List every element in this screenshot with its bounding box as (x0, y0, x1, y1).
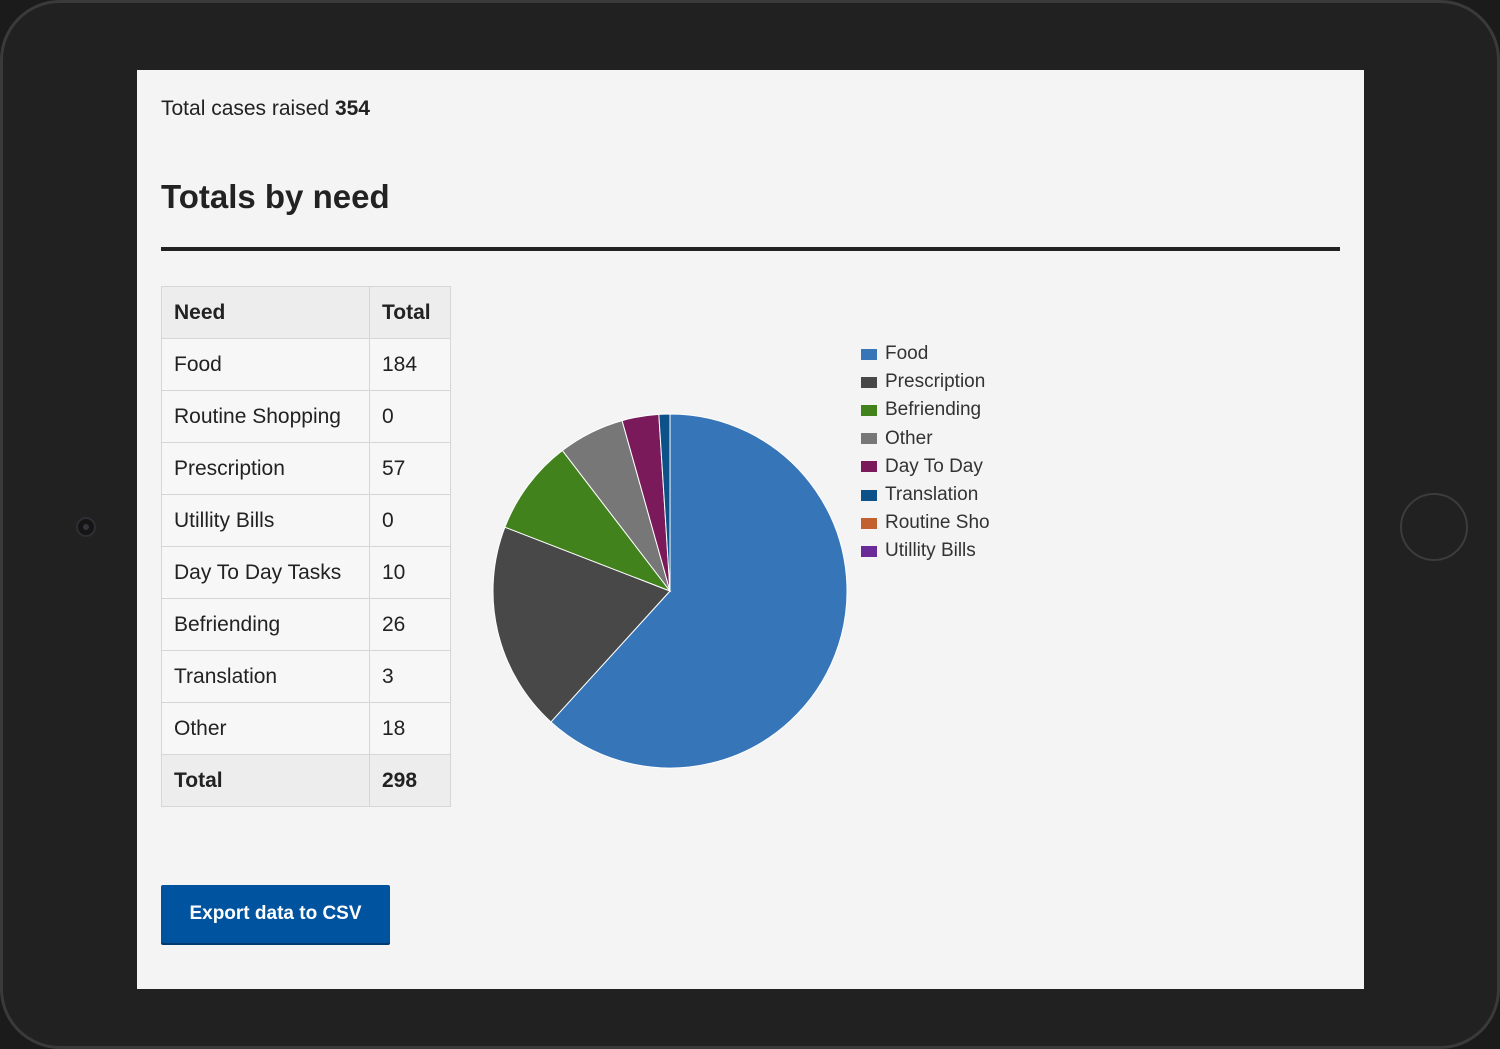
legend-item: Utillity Bills (861, 537, 989, 565)
legend-swatch (861, 376, 877, 388)
total-cell: 57 (369, 442, 451, 495)
total-label-cell: Total (161, 754, 370, 807)
need-cell: Translation (161, 650, 370, 703)
needs-pie-chart (492, 413, 848, 769)
pie-slice-translation (658, 413, 671, 592)
column-header-need: Need (161, 286, 370, 339)
total-cell: 10 (369, 546, 451, 599)
home-button[interactable] (1400, 493, 1468, 561)
pie-slice-prescription (492, 526, 671, 723)
table-total-row: Total 298 (161, 754, 451, 807)
column-header-total: Total (369, 286, 451, 339)
need-cell: Utillity Bills (161, 494, 370, 547)
table-row: Food 184 (161, 338, 451, 391)
total-cell: 18 (369, 702, 451, 755)
legend-label: Day To Day (885, 455, 983, 477)
legend-swatch (861, 489, 877, 501)
legend-item: Translation (861, 481, 989, 509)
legend-item: Befriending (861, 396, 989, 424)
table-header-row: Need Total (161, 286, 451, 339)
legend-swatch (861, 461, 877, 473)
legend-swatch (861, 545, 877, 557)
table-row: Translation 3 (161, 650, 451, 703)
legend-label: Food (885, 343, 929, 365)
needs-table: Need Total Food 184 Routine Shopping 0 P… (161, 286, 451, 807)
need-cell: Other (161, 702, 370, 755)
legend-label: Translation (885, 484, 979, 506)
need-cell: Befriending (161, 598, 370, 651)
total-cell: 3 (369, 650, 451, 703)
total-cell: 0 (369, 390, 451, 443)
legend-item: Food (861, 340, 989, 368)
legend-item: Routine Shopping (861, 509, 989, 537)
total-cell: 184 (369, 338, 451, 391)
legend-swatch (861, 348, 877, 360)
need-cell: Food (161, 338, 370, 391)
total-cell: 0 (369, 494, 451, 547)
pie-slice-befriending (504, 449, 672, 593)
table-row: Prescription 57 (161, 442, 451, 495)
need-cell: Day To Day Tasks (161, 546, 370, 599)
need-cell: Prescription (161, 442, 370, 495)
table-row: Day To Day Tasks 10 (161, 546, 451, 599)
screen: Total cases raised 354 Totals by need Ne… (137, 70, 1364, 989)
total-cases-label: Total cases raised (161, 97, 330, 120)
total-cases-value: 354 (334, 97, 370, 120)
legend-swatch (861, 404, 877, 416)
pie-slice-food (550, 413, 848, 769)
legend-label: Utillity Bills (885, 540, 976, 562)
legend-item: Other (861, 425, 989, 453)
total-value-cell: 298 (369, 754, 451, 807)
legend-swatch (861, 433, 877, 445)
table-row: Utillity Bills 0 (161, 494, 451, 547)
legend-item: Day To Day (861, 453, 989, 481)
total-cases-summary: Total cases raised 354 (161, 97, 370, 121)
section-heading: Totals by need (161, 178, 390, 215)
chart-legend: Food Prescription Befriending Other Day To D… (861, 340, 989, 566)
legend-label: Befriending (885, 399, 982, 421)
camera-icon (76, 517, 96, 537)
legend-label: Other (885, 427, 933, 449)
export-csv-button[interactable]: Export data to CSV (161, 885, 390, 943)
legend-item: Prescription (861, 368, 989, 396)
section-divider (161, 247, 1340, 251)
need-cell: Routine Shopping (161, 390, 370, 443)
table-row: Routine Shopping 0 (161, 390, 451, 443)
legend-label: Routine Shopping (885, 512, 989, 534)
table-row: Befriending 26 (161, 598, 451, 651)
legend-label: Prescription (885, 371, 986, 393)
table-row: Other 18 (161, 702, 451, 755)
legend-swatch (861, 517, 877, 529)
total-cell: 26 (369, 598, 451, 651)
